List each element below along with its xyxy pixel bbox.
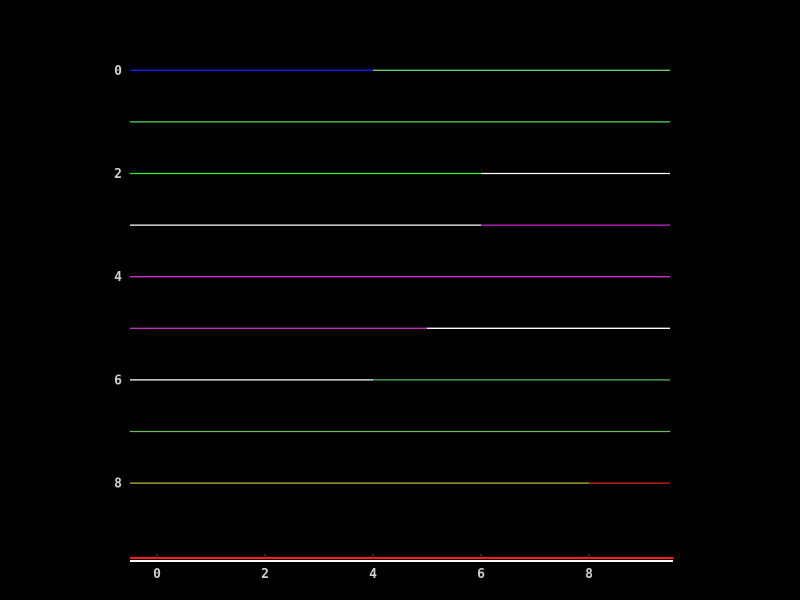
x-tick-label-0: 0 <box>153 567 161 582</box>
y-tick-label-2: 2 <box>114 167 122 182</box>
y-tick-label-6: 6 <box>114 373 122 388</box>
x-tick-label-8: 8 <box>585 567 593 582</box>
y-tick-label-0: 0 <box>114 64 122 79</box>
x-axis-tick-labels: 0 2 4 6 8 <box>153 567 593 582</box>
y-tick-label-4: 4 <box>114 270 122 285</box>
data-rows <box>130 69 670 484</box>
y-axis-tick-labels: 0 2 4 6 8 <box>114 64 122 492</box>
x-axis <box>130 554 673 562</box>
x-tick-label-4: 4 <box>369 567 377 582</box>
x-tick-label-6: 6 <box>477 567 485 582</box>
x-tick-label-2: 2 <box>261 567 269 582</box>
y-tick-label-8: 8 <box>114 477 122 492</box>
